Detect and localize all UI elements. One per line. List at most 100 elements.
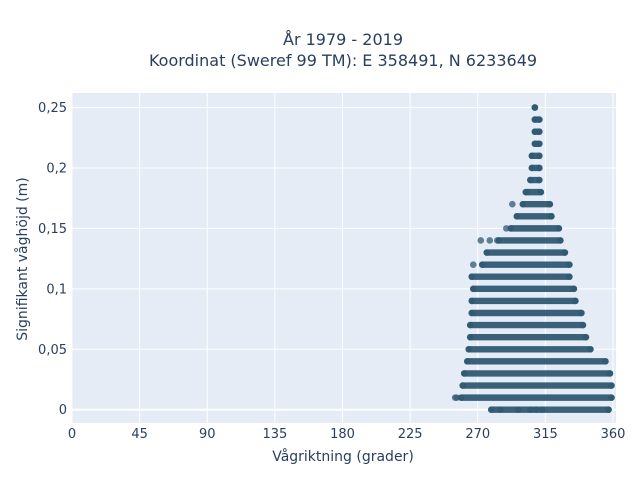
scatter-point	[531, 104, 539, 111]
scatter-band	[461, 370, 614, 377]
scatter-point	[466, 321, 474, 329]
scatter-point	[460, 370, 468, 377]
scatter-point	[539, 406, 546, 414]
scatter-point	[502, 225, 510, 232]
chart-title-line1: År 1979 - 2019	[283, 30, 403, 49]
scatter-point	[527, 176, 534, 184]
scatter-point	[515, 406, 522, 414]
scatter-point	[493, 237, 501, 244]
scatter-point	[566, 261, 573, 268]
scatter-point	[537, 188, 545, 196]
plot-background	[72, 93, 616, 423]
y-tick-label: 0,15	[38, 222, 67, 237]
scatter-band	[468, 309, 585, 317]
scatter-band	[507, 225, 563, 232]
scatter-point	[572, 297, 579, 305]
scatter-point	[453, 394, 461, 401]
scatter-point	[468, 273, 476, 281]
scatter-point	[606, 370, 614, 377]
x-tick-label: 45	[131, 427, 148, 442]
scatter-point	[486, 237, 494, 244]
scatter-point	[519, 200, 527, 208]
scatter-band	[458, 394, 615, 401]
scatter-point	[570, 285, 578, 293]
x-tick-label: 360	[601, 427, 626, 442]
plot-layer: 0 45 90 135 180 225 270 315 360 0 0,05 0,1 0,15 0,2 0,…	[38, 93, 625, 442]
y-tick-label: 0,1	[46, 282, 67, 297]
scatter-band	[467, 333, 590, 341]
scatter-point	[579, 321, 587, 329]
scatter-point	[536, 176, 543, 184]
scatter-point	[528, 164, 536, 172]
scatter-point	[578, 309, 585, 317]
scatter-point	[527, 406, 534, 414]
scatter-band	[468, 273, 573, 280]
scatter-point	[555, 225, 563, 232]
chart-title-line2: Koordinat (Sweref 99 TM): E 358491, N 62…	[149, 51, 537, 70]
scatter-point	[557, 237, 564, 244]
scatter-point	[582, 333, 590, 341]
x-axis-title: Vågriktning (grader)	[272, 448, 414, 465]
x-tick-label: 225	[398, 427, 423, 442]
scatter-band	[495, 237, 564, 244]
scatter-band	[479, 261, 573, 268]
scatter-point	[469, 285, 477, 293]
y-axis-title: Signifikant våghöjd (m)	[14, 177, 31, 340]
scatter-point	[531, 116, 539, 123]
x-tick-label: 0	[68, 427, 76, 442]
scatter-point	[468, 309, 476, 317]
scatter-point	[602, 358, 609, 365]
scatter-band	[467, 321, 587, 329]
scatter-point	[487, 406, 495, 414]
scatter-band	[464, 358, 609, 365]
scatter-point	[463, 358, 471, 365]
scatter-point	[469, 261, 477, 268]
scatter-point	[608, 394, 615, 401]
scatter-point	[605, 406, 612, 414]
x-tick-label: 180	[330, 427, 355, 442]
scatter-band	[468, 297, 579, 305]
scatter-point	[477, 237, 485, 244]
scatter-point	[468, 297, 476, 305]
scatter-point	[587, 345, 594, 353]
scatter-point	[483, 249, 491, 256]
x-tick-label: 135	[262, 427, 287, 442]
scatter-band	[513, 213, 555, 220]
scatter-point	[533, 406, 540, 414]
scatter-point	[548, 212, 555, 220]
x-tick-label: 90	[199, 427, 216, 442]
scatter-point	[459, 382, 467, 389]
scatter-band	[459, 382, 615, 389]
scatter-point	[528, 152, 536, 160]
scatter-point	[509, 200, 516, 208]
scatter-point	[536, 164, 543, 172]
y-tick-label: 0,25	[38, 101, 67, 116]
scatter-point	[465, 345, 473, 353]
y-tick-label: 0	[59, 403, 67, 418]
scatter-point	[507, 225, 515, 232]
scatter-band	[465, 346, 594, 353]
scatter-point	[513, 212, 521, 220]
scatter-band	[470, 285, 578, 293]
x-tick-label: 270	[465, 427, 490, 442]
scatter-point	[522, 188, 530, 196]
scatter-point	[531, 140, 539, 148]
scatter-point	[561, 249, 569, 256]
scatter-band	[488, 406, 612, 413]
scatter-point	[496, 406, 504, 414]
scatter-band	[519, 201, 554, 208]
scatter-point	[566, 273, 573, 281]
x-tick-label: 315	[533, 427, 558, 442]
scatter-point	[536, 152, 543, 160]
y-tick-label: 0,2	[46, 161, 67, 176]
scatter-point	[457, 394, 465, 401]
scatter-point	[536, 140, 543, 148]
scatter-point	[546, 200, 554, 208]
scatter-point	[608, 382, 615, 389]
scatter-point	[536, 128, 543, 135]
scatter-band	[483, 249, 569, 256]
scatter-point	[478, 261, 486, 268]
y-tick-label: 0,05	[38, 343, 67, 358]
